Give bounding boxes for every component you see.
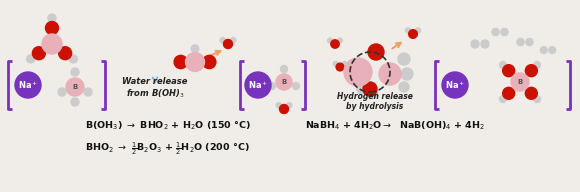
Circle shape	[499, 61, 506, 69]
Circle shape	[45, 22, 59, 35]
Circle shape	[525, 65, 537, 77]
Text: B: B	[281, 79, 287, 85]
Circle shape	[398, 53, 410, 65]
Circle shape	[231, 38, 236, 43]
Circle shape	[541, 47, 547, 53]
Circle shape	[220, 38, 226, 43]
Circle shape	[276, 74, 292, 90]
Circle shape	[368, 44, 384, 60]
Circle shape	[379, 63, 401, 85]
Circle shape	[66, 78, 84, 96]
Circle shape	[174, 55, 187, 69]
Circle shape	[415, 28, 420, 33]
Circle shape	[27, 55, 35, 63]
Circle shape	[405, 28, 411, 33]
Circle shape	[58, 88, 66, 96]
Text: NaBH$_4$ + 4H$_2$O$\rightarrow$  NaB(OH)$_4$ + 4H$_2$: NaBH$_4$ + 4H$_2$O$\rightarrow$ NaB(OH)$…	[305, 120, 485, 132]
Circle shape	[331, 40, 339, 48]
Circle shape	[471, 40, 479, 48]
Circle shape	[292, 83, 299, 89]
Circle shape	[71, 68, 79, 76]
Circle shape	[501, 28, 508, 36]
Text: B: B	[517, 79, 523, 85]
Circle shape	[48, 14, 56, 22]
Circle shape	[525, 87, 537, 99]
Text: B: B	[72, 84, 78, 90]
Circle shape	[338, 38, 342, 43]
Circle shape	[280, 104, 288, 113]
Circle shape	[517, 38, 524, 46]
Text: Na$^+$: Na$^+$	[445, 79, 465, 91]
Circle shape	[526, 38, 533, 46]
Circle shape	[59, 47, 71, 60]
Circle shape	[333, 61, 338, 66]
Text: BHO$_2$ $\rightarrow$ $\frac{1}{2}$B$_2$O$_3$ + $\frac{1}{2}$H$_2$O (200 °C): BHO$_2$ $\rightarrow$ $\frac{1}{2}$B$_2$…	[85, 140, 250, 157]
Circle shape	[223, 40, 233, 49]
Circle shape	[32, 47, 45, 60]
Text: B(OH$_3$) $\rightarrow$ BHO$_2$ + H$_2$O (150 °C): B(OH$_3$) $\rightarrow$ BHO$_2$ + H$_2$O…	[85, 120, 251, 132]
Circle shape	[503, 65, 514, 77]
Circle shape	[511, 73, 529, 91]
Circle shape	[281, 65, 288, 73]
Text: Hydrogen release
by hydrolysis: Hydrogen release by hydrolysis	[337, 92, 413, 111]
Circle shape	[328, 38, 332, 43]
Circle shape	[503, 87, 514, 99]
Circle shape	[344, 58, 372, 86]
Circle shape	[71, 98, 79, 106]
Circle shape	[202, 55, 216, 69]
Circle shape	[363, 82, 377, 96]
Circle shape	[357, 84, 367, 94]
Circle shape	[492, 28, 499, 36]
Circle shape	[534, 61, 541, 69]
Circle shape	[499, 95, 506, 103]
Circle shape	[287, 103, 292, 108]
Text: Water release
from B(OH)$_3$: Water release from B(OH)$_3$	[122, 77, 188, 100]
Circle shape	[191, 45, 199, 52]
Circle shape	[401, 68, 413, 80]
Circle shape	[84, 88, 92, 96]
Circle shape	[186, 52, 205, 71]
Circle shape	[409, 30, 418, 38]
Circle shape	[534, 95, 541, 103]
Circle shape	[549, 47, 556, 53]
Circle shape	[276, 103, 281, 108]
Circle shape	[342, 61, 347, 66]
Text: Na$^+$: Na$^+$	[248, 79, 268, 91]
Circle shape	[42, 34, 62, 54]
Circle shape	[442, 72, 468, 98]
Circle shape	[481, 40, 489, 48]
Circle shape	[69, 55, 77, 63]
Circle shape	[269, 83, 276, 89]
Circle shape	[399, 82, 409, 92]
Circle shape	[15, 72, 41, 98]
Circle shape	[245, 72, 271, 98]
Circle shape	[336, 63, 344, 71]
Text: Na$^+$: Na$^+$	[18, 79, 38, 91]
